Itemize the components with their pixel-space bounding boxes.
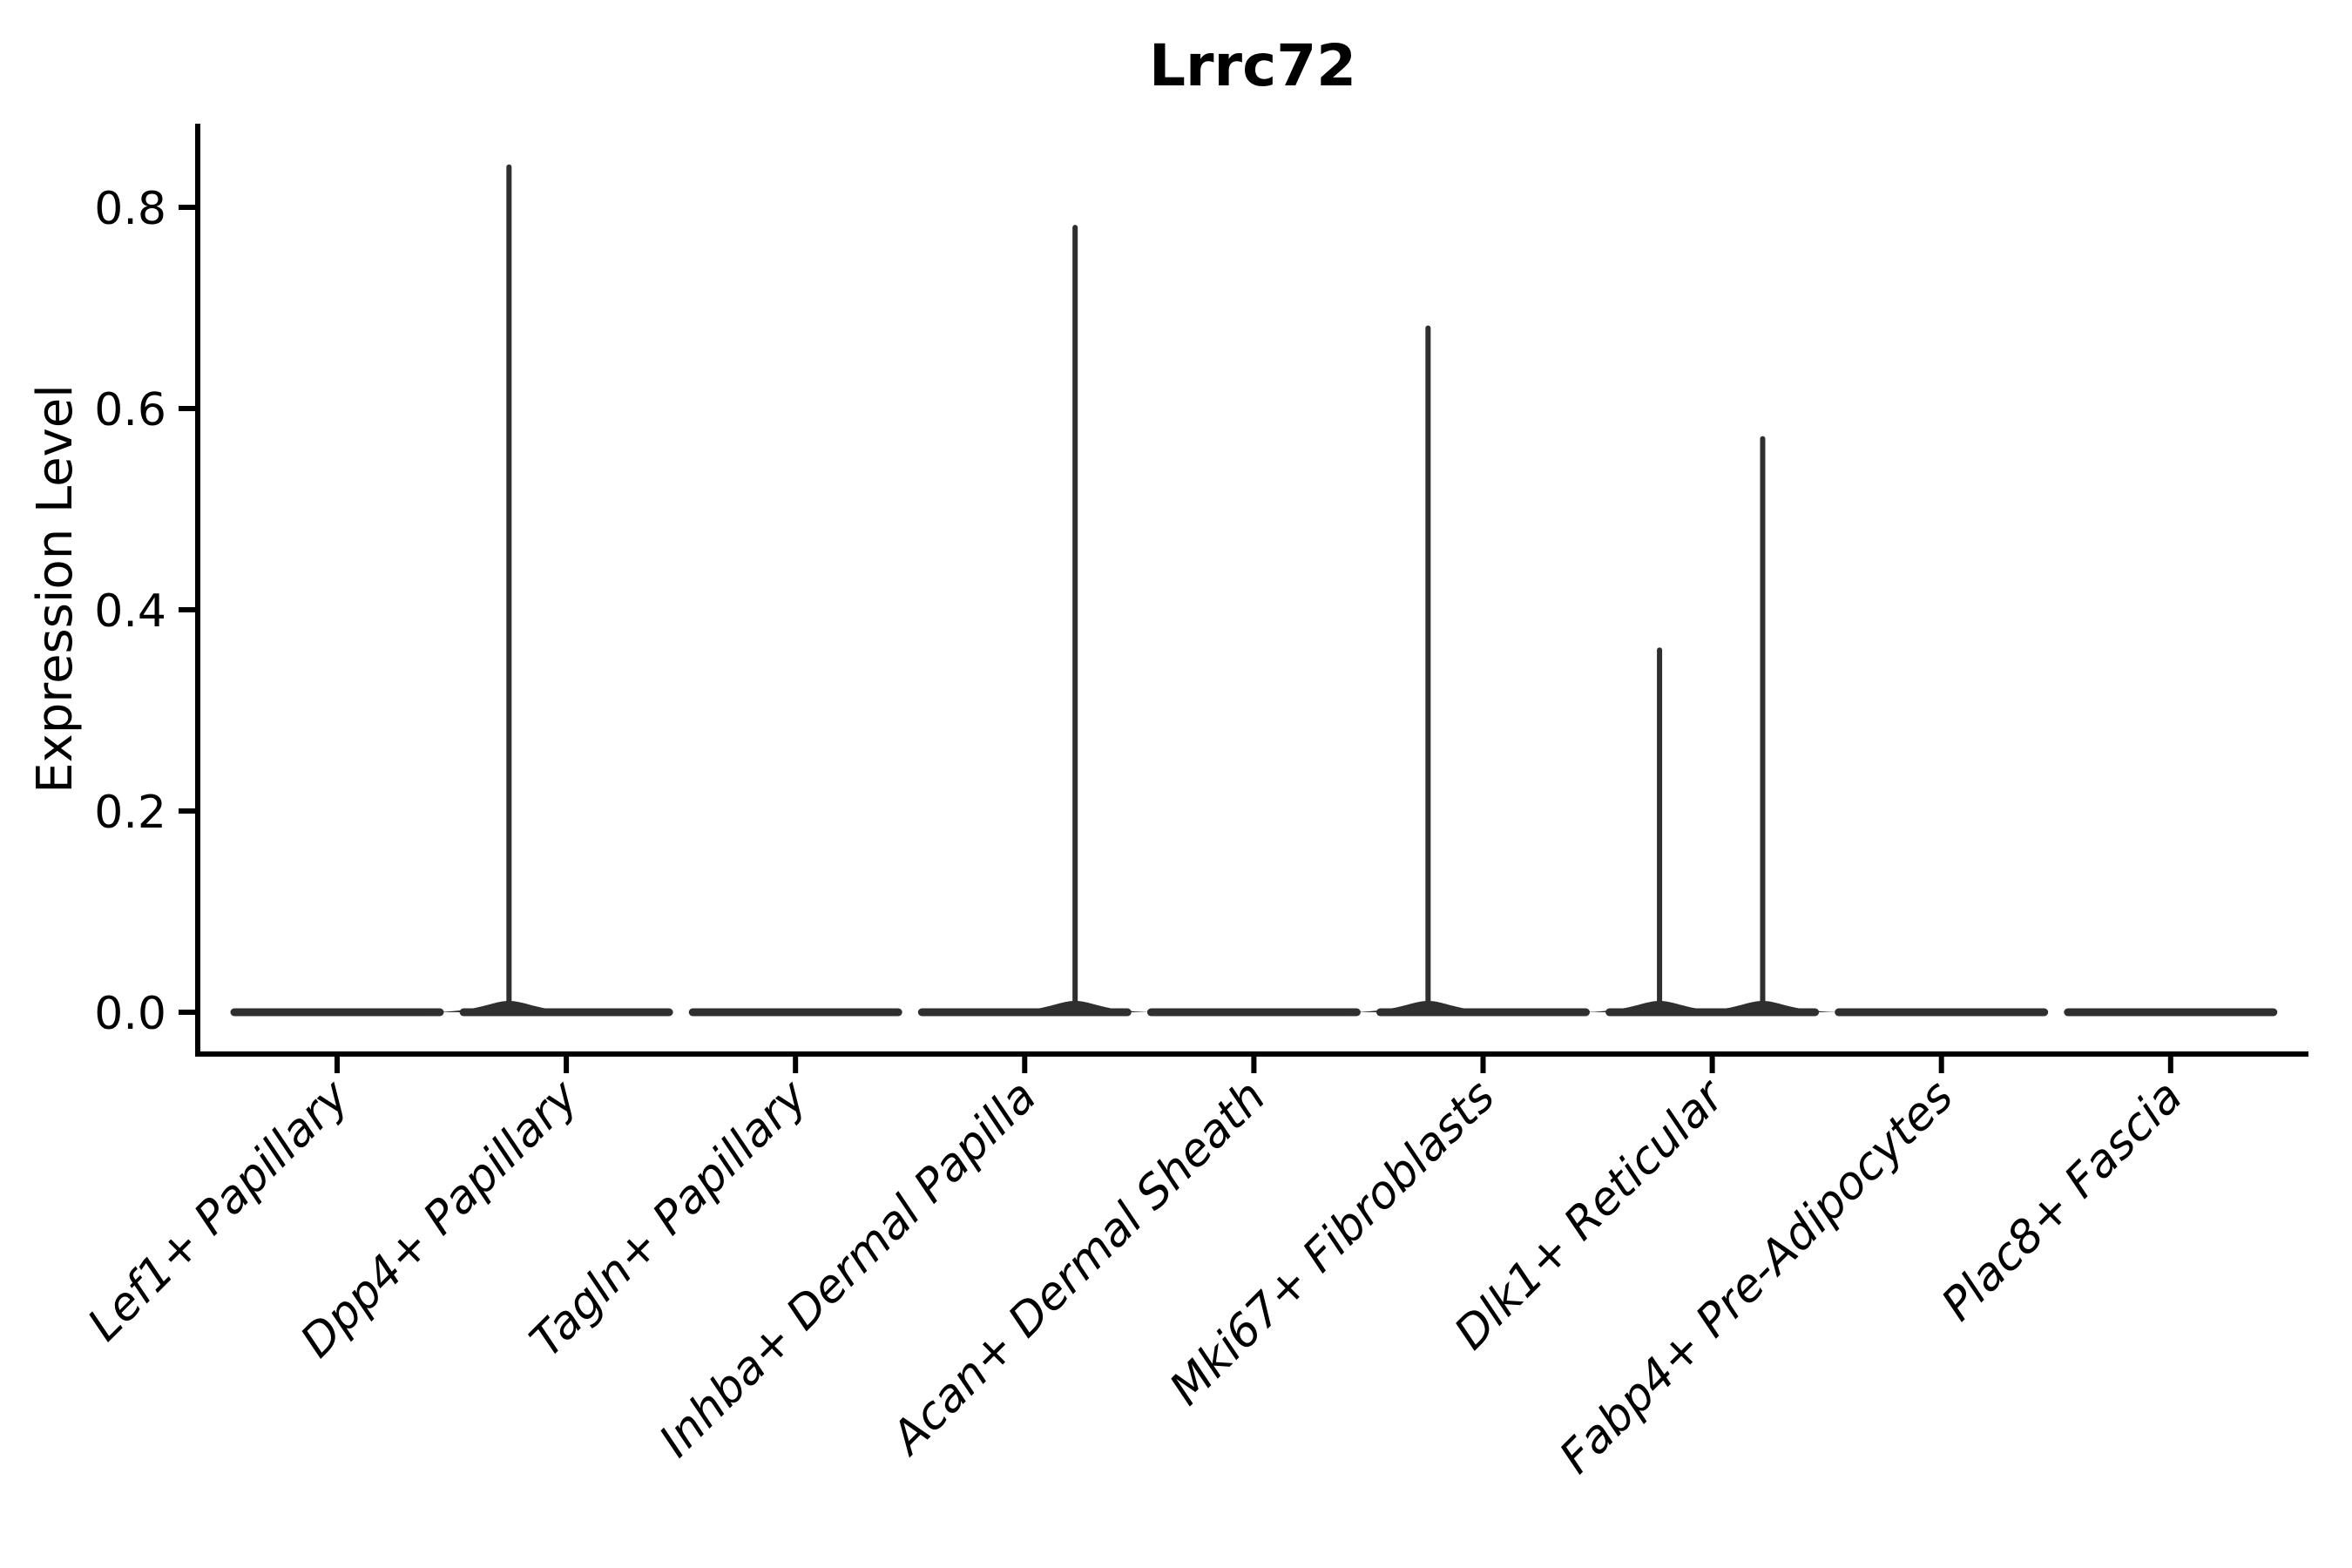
y-tick-label: 0.2	[94, 787, 166, 839]
y-tick-label: 0.0	[94, 988, 166, 1040]
violin	[1577, 436, 1846, 1017]
x-tick-label: Inhba+ Dermal Papilla	[650, 1071, 1047, 1468]
y-axis-ticks: 0.0 0.2 0.4 0.6 0.8	[94, 183, 198, 1040]
x-tick-label: Plac8+ Fascia	[1932, 1071, 2193, 1331]
y-axis-label: Expression Level	[27, 384, 84, 794]
chart-title: Lrrc72	[1149, 32, 1356, 99]
violin	[1345, 325, 1590, 1017]
y-tick-label: 0.4	[94, 585, 166, 638]
y-tick-label: 0.8	[94, 183, 166, 235]
violin	[917, 225, 1159, 1017]
violin	[426, 164, 673, 1017]
x-tick-label: Acan+ Dermal Sheath	[881, 1071, 1276, 1466]
y-tick-label: 0.6	[94, 384, 166, 436]
x-tick-label: Fabp4+ Pre-Adipocytes	[1550, 1071, 1963, 1484]
violins-layer	[230, 164, 2278, 1017]
